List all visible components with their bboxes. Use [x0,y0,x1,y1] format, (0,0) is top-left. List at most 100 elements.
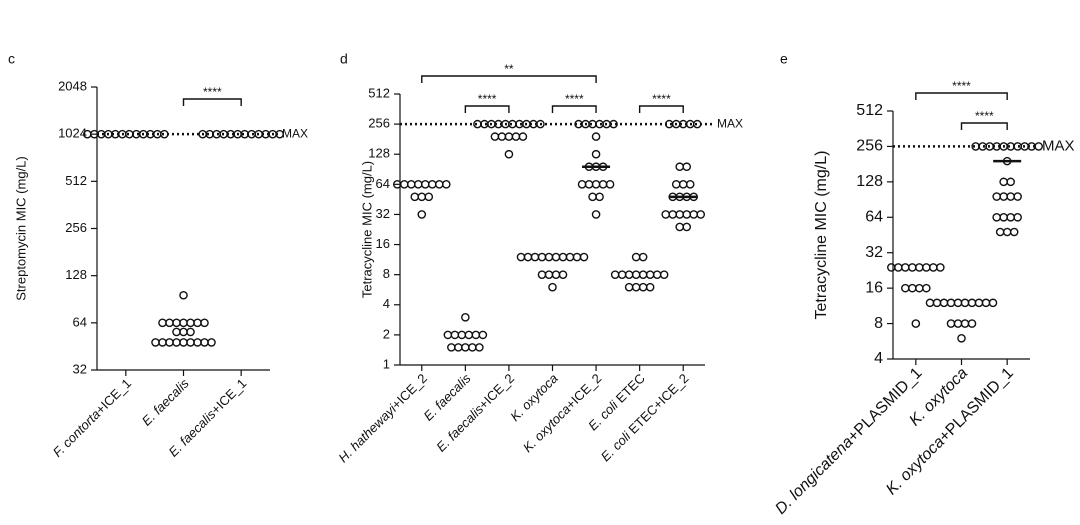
data-point [172,338,181,347]
significance-label: **** [565,92,584,106]
significance-label: **** [652,92,671,106]
data-point [682,222,692,232]
data-point [675,210,685,219]
data-point [1013,192,1022,201]
data-point [678,180,688,189]
data-point [536,119,545,129]
y-tick-label: 8 [874,315,883,332]
data-point [638,252,648,262]
category-rest: +ICE_2 [563,371,605,413]
x-tick-label: H. hathewayi+ICE_2 [336,371,431,466]
x-tick-label: E. faecalis [139,376,192,429]
data-point [172,318,181,328]
data-point [212,129,221,139]
data-point [537,252,547,262]
data-point [591,180,601,189]
y-tick-label: 64 [865,209,883,226]
data-point [645,270,655,279]
data-point [595,192,604,202]
data-point [565,252,575,262]
max-label: MAX [282,126,308,140]
data-point [908,283,917,293]
data-point [551,270,561,279]
category-rest: +ICE_1 [208,376,250,418]
data-point [588,192,597,202]
panel-label: d [340,51,348,67]
data-point [682,162,692,172]
data-point [523,252,533,262]
data-point [992,192,1001,201]
max-label: MAX [1042,137,1075,154]
data-point [999,212,1008,222]
data-point [939,298,949,308]
significance-label: **** [952,79,971,93]
significance-label: **** [975,109,994,123]
data-point [186,338,195,347]
data-point [631,270,641,279]
data-point [901,283,910,293]
y-tick-label: 64 [376,176,390,191]
data-point [591,210,601,219]
data-point [186,327,195,337]
data-point [434,180,444,189]
data-point [981,298,991,308]
data-point [504,132,514,141]
data-point [1009,227,1019,237]
category-italic: K. oxytoca [883,434,948,499]
data-point [645,282,655,292]
category-rest: ETEC [611,371,649,409]
data-point [410,192,420,202]
data-point [932,298,942,308]
y-axis-label: Tetracycline MIC (mg/L) [359,161,374,298]
x-tick-label: F. contorta+ICE_1 [50,376,134,460]
data-point [946,319,956,328]
y-tick-label: 512 [368,85,390,100]
data-point [165,318,174,328]
data-point [992,212,1001,222]
y-tick-label: 128 [65,267,87,282]
x-tick-label: E. coli ETEC+ICE_2 [598,371,692,465]
data-point [548,282,557,292]
data-point [682,210,692,219]
y-tick-label: 2 [383,326,390,341]
data-point [165,338,174,347]
data-point [179,290,188,300]
data-point [1034,142,1043,151]
data-point [577,180,587,189]
data-point [504,149,514,159]
data-point [447,343,456,352]
data-point [1006,212,1015,222]
data-point [685,180,695,189]
y-tick-label: 4 [874,350,883,367]
panel-label: e [780,51,788,67]
data-point [193,318,202,328]
data-point [925,298,935,308]
data-point [978,142,987,151]
category-italic: F. contorta [50,407,103,460]
significance-bracket [915,92,1008,100]
y-tick-label: 32 [865,244,883,261]
data-point [624,282,634,292]
data-point [692,119,702,129]
data-point [631,282,641,292]
data-point [638,270,648,279]
data-point [461,343,470,352]
significance-bracket [960,122,1008,130]
data-point [901,263,910,272]
data-point [508,119,517,129]
data-point [172,327,181,337]
data-point [1006,177,1015,187]
data-point [537,270,547,279]
data-point [584,180,594,189]
data-point [454,343,463,352]
y-tick-label: 1 [383,356,390,371]
data-point [960,319,970,328]
data-point [631,252,641,262]
data-point [661,210,671,219]
data-point [468,343,477,352]
significance-bracket [182,98,242,106]
data-point [974,298,984,308]
significance-bracket [421,75,597,83]
max-label: MAX [717,116,743,130]
data-point [1002,227,1012,237]
